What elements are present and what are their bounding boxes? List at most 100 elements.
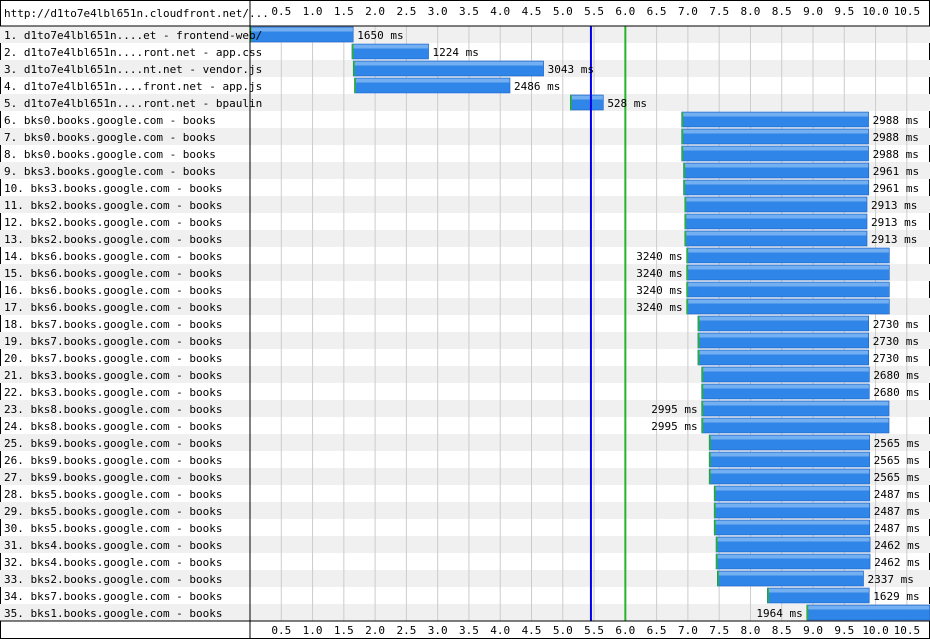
request-label[interactable]: 16. bks6.books.google.com - books — [4, 284, 223, 297]
x-tick-label-bottom: 6.5 — [647, 624, 667, 637]
bar-start-mark — [250, 27, 252, 42]
request-label[interactable]: 33. bks2.books.google.com - books — [4, 573, 223, 586]
request-label[interactable]: 14. bks6.books.google.com - books — [4, 250, 223, 263]
x-tick-label-top: 3.5 — [459, 5, 479, 18]
row-background — [0, 366, 930, 383]
duration-label: 2680 ms — [873, 369, 919, 382]
request-label[interactable]: 26. bks9.books.google.com - books — [4, 454, 223, 467]
bar-start-mark — [683, 163, 686, 178]
bar-highlight — [354, 78, 510, 83]
bar-highlight — [716, 554, 870, 559]
request-label[interactable]: 23. bks8.books.google.com - books — [4, 403, 223, 416]
bar-highlight — [682, 129, 869, 134]
x-tick-label-bottom: 7.0 — [678, 624, 698, 637]
duration-label: 3240 ms — [636, 250, 682, 263]
request-label[interactable]: 3. d1to7e4lbl651n....nt.net - vendor.js — [4, 63, 262, 76]
bar-highlight — [687, 265, 889, 270]
bar-start-mark — [353, 61, 355, 76]
x-tick-label-top: 10.0 — [862, 5, 889, 18]
duration-label: 1650 ms — [357, 29, 403, 42]
x-tick-label-top: 8.5 — [772, 5, 792, 18]
bar-start-mark — [681, 129, 684, 144]
request-label[interactable]: 5. d1to7e4lbl651n....ront.net - bpaulin — [4, 97, 262, 110]
request-label[interactable]: 4. d1to7e4lbl651n....front.net - app.js — [4, 80, 262, 93]
duration-label: 2462 ms — [874, 539, 920, 552]
bar-highlight — [702, 401, 889, 406]
bar-highlight — [702, 367, 869, 372]
x-tick-label-top: 2.0 — [365, 5, 385, 18]
bar-start-mark — [697, 333, 700, 348]
bar-highlight — [702, 384, 869, 389]
request-label[interactable]: 19. bks7.books.google.com - books — [4, 335, 223, 348]
x-tick-label-bottom: 2.5 — [396, 624, 416, 637]
duration-label: 2486 ms — [514, 80, 560, 93]
request-label[interactable]: 1. d1to7e4lbl651n....et - frontend-web/ — [4, 29, 262, 42]
bar-highlight — [353, 61, 544, 66]
request-label[interactable]: 18. bks7.books.google.com - books — [4, 318, 223, 331]
bar-highlight — [250, 27, 353, 32]
bar-highlight — [716, 537, 870, 542]
bar-start-mark — [697, 316, 700, 331]
x-tick-label-top: 7.5 — [709, 5, 729, 18]
request-label[interactable]: 34. bks7.books.google.com - books — [4, 590, 223, 603]
x-tick-label-top: 1.0 — [303, 5, 323, 18]
request-label[interactable]: 13. bks2.books.google.com - books — [4, 233, 223, 246]
request-label[interactable]: 10. bks3.books.google.com - books — [4, 182, 223, 195]
bar-highlight — [714, 520, 870, 525]
x-tick-label-top: 9.0 — [803, 5, 823, 18]
x-tick-label-bottom: 6.0 — [615, 624, 635, 637]
duration-label: 2961 ms — [873, 182, 919, 195]
bar-start-mark — [686, 265, 689, 280]
duration-label: 2680 ms — [873, 386, 919, 399]
request-label[interactable]: 15. bks6.books.google.com - books — [4, 267, 223, 280]
duration-label: 2961 ms — [873, 165, 919, 178]
duration-label: 2913 ms — [871, 216, 917, 229]
bar-start-mark — [686, 282, 689, 297]
row-background — [0, 400, 930, 417]
x-tick-label-top: 6.0 — [615, 5, 635, 18]
duration-label: 2565 ms — [874, 454, 920, 467]
request-label[interactable]: 30. bks5.books.google.com - books — [4, 522, 223, 535]
request-label[interactable]: 29. bks5.books.google.com - books — [4, 505, 223, 518]
request-label[interactable]: 12. bks2.books.google.com - books — [4, 216, 223, 229]
request-label[interactable]: 8. bks0.books.google.com - books — [4, 148, 216, 161]
request-label[interactable]: 17. bks6.books.google.com - books — [4, 301, 223, 314]
x-tick-label-top: 6.5 — [647, 5, 667, 18]
duration-label: 2462 ms — [874, 556, 920, 569]
x-tick-label-bottom: 9.5 — [834, 624, 854, 637]
request-label[interactable]: 35. bks1.books.google.com - books — [4, 607, 223, 620]
row-background — [0, 536, 930, 553]
request-label[interactable]: 24. bks8.books.google.com - books — [4, 420, 223, 433]
bar-start-mark — [714, 520, 716, 535]
request-label[interactable]: 6. bks0.books.google.com - books — [4, 114, 216, 127]
request-label[interactable]: 20. bks7.books.google.com - books — [4, 352, 223, 365]
request-label[interactable]: 7. bks0.books.google.com - books — [4, 131, 216, 144]
bar-start-mark — [686, 248, 689, 263]
request-label[interactable]: 9. bks3.books.google.com - books — [4, 165, 216, 178]
duration-label: 528 ms — [607, 97, 647, 110]
bar-start-mark — [683, 180, 686, 195]
request-label[interactable]: 22. bks3.books.google.com - books — [4, 386, 223, 399]
x-tick-label-bottom: 8.5 — [772, 624, 792, 637]
row-background — [0, 26, 930, 43]
bar-start-mark — [354, 78, 356, 93]
request-label[interactable]: 25. bks9.books.google.com - books — [4, 437, 223, 450]
x-tick-label-top: 4.0 — [490, 5, 510, 18]
bar-start-mark — [686, 299, 689, 314]
row-background — [0, 604, 930, 621]
request-label[interactable]: 32. bks4.books.google.com - books — [4, 556, 223, 569]
bar-highlight — [685, 197, 867, 202]
request-label[interactable]: 28. bks5.books.google.com - books — [4, 488, 223, 501]
request-label[interactable]: 27. bks9.books.google.com - books — [4, 471, 223, 484]
duration-label: 2487 ms — [874, 505, 920, 518]
x-tick-label-bottom: 10.5 — [894, 624, 921, 637]
duration-label: 2337 ms — [868, 573, 914, 586]
request-label[interactable]: 31. bks4.books.google.com - books — [4, 539, 223, 552]
request-label[interactable]: 2. d1to7e4lbl651n....ront.net - app.css — [4, 46, 262, 59]
request-label[interactable]: 11. bks2.books.google.com - books — [4, 199, 223, 212]
x-tick-label-top: 10.5 — [894, 5, 921, 18]
bar-highlight — [807, 605, 930, 610]
request-label[interactable]: 21. bks3.books.google.com - books — [4, 369, 223, 382]
x-tick-label-top: 4.5 — [522, 5, 542, 18]
x-tick-label-bottom: 3.0 — [428, 624, 448, 637]
